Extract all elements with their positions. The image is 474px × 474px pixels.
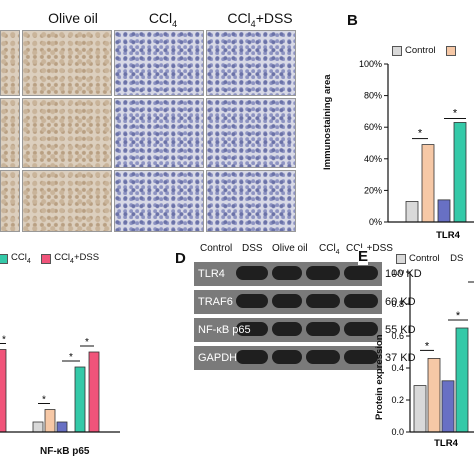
bar-c-dss [44, 409, 56, 433]
histology-tile [22, 170, 112, 232]
legend-swatch-control-e [396, 253, 406, 264]
histology-tile [0, 170, 20, 232]
y-tick-label-b: 20% [364, 185, 382, 195]
blot-label-traf6: TRAF6 [198, 296, 233, 308]
histology-tile [114, 30, 204, 96]
bar-c-ccl4 [74, 366, 86, 433]
legend-b: Control [392, 42, 465, 60]
x-axis-label-e: TLR4 [434, 438, 458, 449]
bar-b-ccl4 [453, 122, 467, 223]
y-tick-label-e: 0.0 [391, 427, 404, 437]
x-axis-label-b: TLR4 [436, 230, 460, 241]
significance-star-e: * [456, 310, 461, 322]
blot-kd-nfkb: 55 KD [385, 324, 416, 336]
y-tick-label-b: 100% [359, 59, 382, 69]
y-tick-label-e: 0.6 [391, 331, 404, 341]
significance-star-b: * [453, 107, 458, 119]
blot-column-control: Control [200, 243, 233, 254]
chart-b: 100% 80% 60% 40% 20% 0% * * TLR4 [359, 59, 474, 241]
y-tick-label-b: 60% [364, 122, 382, 132]
legend-swatch-ccl4-dss [41, 253, 52, 264]
blot-column-olive-oil: Olive oil [272, 243, 308, 254]
significance-star-c: * [2, 335, 6, 346]
legend-swatch-dss [446, 45, 457, 56]
y-tick-label-b: 80% [364, 91, 382, 101]
legend-e: Control DS [396, 250, 470, 268]
bar-e-dss [427, 358, 441, 433]
bar-b-dss [421, 144, 435, 223]
histology-tile [206, 30, 296, 96]
blot-label-tlr4: TLR4 [198, 268, 225, 280]
bar-c-partial-ccl4-dss [0, 349, 7, 433]
significance-star-b: * [418, 128, 423, 140]
y-tick-label-b: 0% [369, 217, 382, 227]
bar-c-control [32, 421, 44, 433]
legend-swatch-control [392, 45, 402, 56]
panel-letter-b: B [347, 12, 358, 29]
bar-b-olive-oil [437, 199, 451, 223]
bar-e-control [413, 385, 427, 433]
blot-column-ccl4: CCl4 [319, 243, 340, 256]
y-tick-label-e: 1.0 [391, 270, 404, 277]
histology-tile [206, 170, 296, 232]
bar-c-ccl4-dss [88, 351, 100, 433]
blot-row-gapdh [194, 346, 382, 370]
histology-tile [206, 98, 296, 168]
legend-label-ds-e: DS [450, 253, 464, 265]
x-axis-label-c: NF-κB p65 [40, 446, 90, 457]
bar-e-olive-oil [441, 380, 455, 433]
legend-label-ccl4: CCl4 [11, 252, 31, 266]
histology-tile [22, 98, 112, 168]
blot-row-nfkb [194, 318, 382, 342]
significance-star-c: * [85, 337, 89, 348]
blot-label-gapdh: GAPDH [198, 352, 238, 364]
y-tick-label-b: 40% [364, 154, 382, 164]
legend-label-control: Control [405, 45, 436, 57]
y-tick-label-e: 0.8 [391, 299, 404, 309]
histology-tile [114, 98, 204, 168]
y-axis-label-b: Immunostaining area [322, 74, 333, 170]
blot-kd-traf6: 60 KD [385, 296, 416, 308]
legend-label-ccl4-dss: CCl4+DSS [54, 252, 100, 266]
panel-letter-e: E [358, 248, 369, 265]
histology-tile [114, 170, 204, 232]
blot-row-traf6 [194, 290, 382, 314]
bar-e-ccl4 [455, 327, 469, 433]
significance-star-c: * [69, 352, 73, 363]
legend-swatch-ccl4 [0, 253, 8, 264]
blot-kd-tlr4: 100 KD [385, 268, 422, 280]
blot-column-dss: DSS [242, 243, 263, 254]
significance-star-c: * [42, 395, 46, 406]
column-title-ccl4: CCl4 [148, 10, 178, 29]
panel-letter-d: D [175, 250, 186, 267]
chart-c: * * * * [0, 335, 120, 433]
chart-e: 1.0 0.8 0.6 0.4 0.2 0.0 * * TLR4 [391, 270, 474, 449]
bar-b-control [405, 201, 419, 223]
histology-tile [0, 98, 20, 168]
blot-label-nfkb: NF-κB p65 [198, 324, 251, 336]
blot-kd-gapdh: 37 KD [385, 352, 416, 364]
legend-label-control-e: Control [409, 253, 440, 265]
blot-column-ccl4-dss: CCl4+DSS [346, 243, 393, 256]
y-tick-label-e: 0.2 [391, 395, 404, 405]
significance-star-e: * [425, 340, 430, 352]
blot-row-tlr4 [194, 262, 382, 286]
y-tick-label-e: 0.4 [391, 363, 404, 373]
histology-tile [0, 30, 20, 96]
bar-c-olive-oil [56, 421, 68, 433]
column-title-olive-oil: Olive oil [48, 10, 98, 26]
histology-tile [22, 30, 112, 96]
column-title-ccl4-dss: CCl4+DSS [227, 10, 293, 29]
legend-c: CCl4 CCl4+DSS [0, 250, 105, 268]
